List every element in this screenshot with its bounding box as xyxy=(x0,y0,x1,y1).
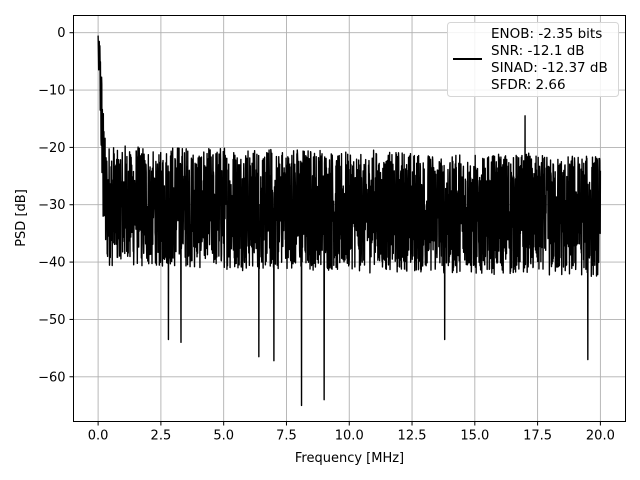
y-tick-label: −20 xyxy=(38,141,65,156)
legend-entry-sfdr: SFDR: 2.66 xyxy=(491,77,566,93)
y-tick-label: −30 xyxy=(38,198,65,213)
x-tick-label: 17.5 xyxy=(523,429,552,444)
legend-entry-sinad: SINAD: -12.37 dB xyxy=(491,60,608,76)
legend-entry-snr: SNR: -12.1 dB xyxy=(491,43,585,59)
y-tick-label: −40 xyxy=(38,256,65,271)
y-tick-label: 0 xyxy=(57,26,65,41)
x-tick-label: 15.0 xyxy=(460,429,489,444)
x-tick-label: 7.5 xyxy=(276,429,297,444)
psd-series-line xyxy=(97,35,602,407)
y-tick-label: −60 xyxy=(38,370,65,385)
x-tick-label: 5.0 xyxy=(213,429,234,444)
x-tick-label: 20.0 xyxy=(586,429,615,444)
legend: ENOB: -2.35 bits SNR: -12.1 dB SINAD: -1… xyxy=(447,22,619,97)
x-axis-ticks: 0.0 2.5 5.0 7.5 10.0 12.5 15.0 17.5 20.0 xyxy=(88,421,615,444)
legend-box xyxy=(447,22,619,97)
x-tick-label: 10.0 xyxy=(335,429,364,444)
legend-entry-enob: ENOB: -2.35 bits xyxy=(491,26,602,42)
y-axis-label: PSD [dB] xyxy=(14,189,29,247)
plot-area xyxy=(97,35,602,407)
x-axis-label: Frequency [MHz] xyxy=(295,451,404,466)
x-tick-label: 12.5 xyxy=(398,429,427,444)
y-axis-ticks: 0 −10 −20 −30 −40 −50 −60 xyxy=(38,26,74,385)
y-tick-label: −10 xyxy=(38,84,65,99)
y-tick-label: −50 xyxy=(38,313,65,328)
x-tick-label: 2.5 xyxy=(151,429,172,444)
x-tick-label: 0.0 xyxy=(88,429,109,444)
